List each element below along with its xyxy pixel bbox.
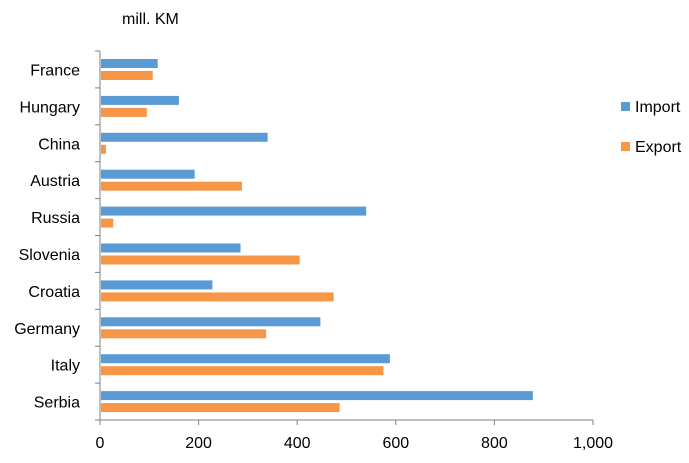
bar-export bbox=[101, 403, 340, 413]
bar-import bbox=[101, 206, 367, 216]
bar-export bbox=[101, 144, 106, 154]
bar-export bbox=[101, 329, 267, 339]
x-tick-label: 1,000 bbox=[573, 435, 613, 452]
category-label: Hungary bbox=[20, 99, 80, 116]
bar-import bbox=[101, 317, 321, 327]
legend-swatch-export bbox=[621, 142, 630, 151]
legend-label-export: Export bbox=[635, 139, 682, 156]
x-tick-label: 0 bbox=[96, 435, 105, 452]
plot-area: 0 200 400 600 800 1,000 France Hungary China Aust… bbox=[14, 50, 613, 452]
bar-import bbox=[101, 59, 158, 68]
category-label: Italy bbox=[51, 358, 80, 375]
bar-import bbox=[101, 243, 241, 253]
unit-label: mill. KM bbox=[122, 11, 179, 28]
x-tick-label: 800 bbox=[481, 435, 508, 452]
x-tick-label: 400 bbox=[284, 435, 311, 452]
category-label: Russia bbox=[31, 210, 80, 227]
bar-export bbox=[101, 181, 242, 191]
bar-import bbox=[101, 280, 213, 290]
bar-export bbox=[101, 218, 114, 228]
bar-export bbox=[101, 71, 153, 80]
bar-export bbox=[101, 107, 147, 117]
bar-export bbox=[101, 366, 384, 376]
x-tick-label: 600 bbox=[382, 435, 409, 452]
category-label: France bbox=[30, 62, 80, 79]
bar-export bbox=[101, 255, 300, 265]
bar-import bbox=[101, 169, 195, 179]
bar-import bbox=[101, 391, 533, 401]
bar-export bbox=[101, 292, 334, 302]
category-label: Serbia bbox=[34, 395, 80, 412]
bar-import bbox=[101, 95, 179, 105]
category-label: Austria bbox=[30, 173, 80, 190]
category-label: Croatia bbox=[28, 284, 80, 301]
bar-import bbox=[101, 132, 268, 142]
legend-label-import: Import bbox=[635, 99, 681, 116]
category-label: China bbox=[38, 136, 80, 153]
category-label: Slovenia bbox=[19, 247, 80, 264]
legend-swatch-import bbox=[621, 102, 630, 111]
legend: Import Export bbox=[621, 99, 682, 156]
bar-import bbox=[101, 354, 390, 364]
category-label: Germany bbox=[14, 321, 80, 338]
x-tick-label: 200 bbox=[185, 435, 212, 452]
